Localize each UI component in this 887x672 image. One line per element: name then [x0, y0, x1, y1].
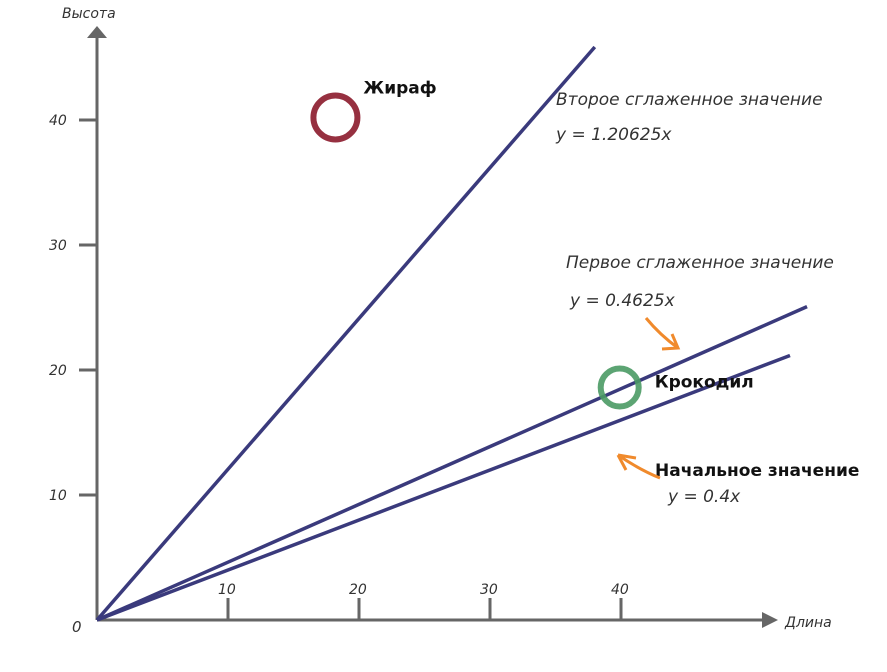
y-tick-label: 30	[49, 238, 67, 254]
data-point-label: Крокодил	[655, 373, 754, 393]
arrow-icon	[644, 317, 681, 351]
x-axis-label: Длина	[784, 615, 832, 631]
series-name-label: Первое сглаженное значение	[566, 253, 834, 273]
y-axis-label: Высота	[62, 6, 116, 22]
series-equation-label: y = 0.4x	[667, 487, 741, 507]
x-tick-label: 20	[349, 582, 367, 598]
series-name-label: Второе сглаженное значение	[556, 90, 823, 110]
series-line	[96, 353, 791, 622]
y-tick-label: 20	[49, 363, 67, 379]
y-tick-label: 10	[49, 488, 67, 504]
series-line	[96, 305, 808, 622]
arrow-icon	[616, 453, 661, 480]
origin-label: 0	[72, 618, 82, 636]
axes: Длина Высота 0 10 20 30 40 10 20 30 40	[49, 6, 832, 636]
series-line	[95, 45, 597, 622]
labels: Жираф Крокодил Второе сглаженное значение y…	[363, 79, 859, 508]
x-tick-label: 40	[611, 582, 629, 598]
data-point-circle	[597, 365, 642, 410]
series-equation-label: y = 0.4625x	[569, 291, 676, 311]
x-tick-label: 30	[480, 582, 498, 598]
series-name-label: Начальное значение	[655, 461, 859, 481]
y-axis-arrow	[87, 26, 107, 38]
data-point-label: Жираф	[363, 79, 436, 99]
points	[310, 92, 642, 410]
x-tick-label: 10	[218, 582, 236, 598]
lines	[95, 45, 808, 622]
x-axis-arrow	[762, 612, 778, 628]
series-equation-label: y = 1.20625x	[555, 125, 672, 145]
data-point-circle	[310, 92, 361, 143]
y-tick-label: 40	[49, 113, 67, 129]
